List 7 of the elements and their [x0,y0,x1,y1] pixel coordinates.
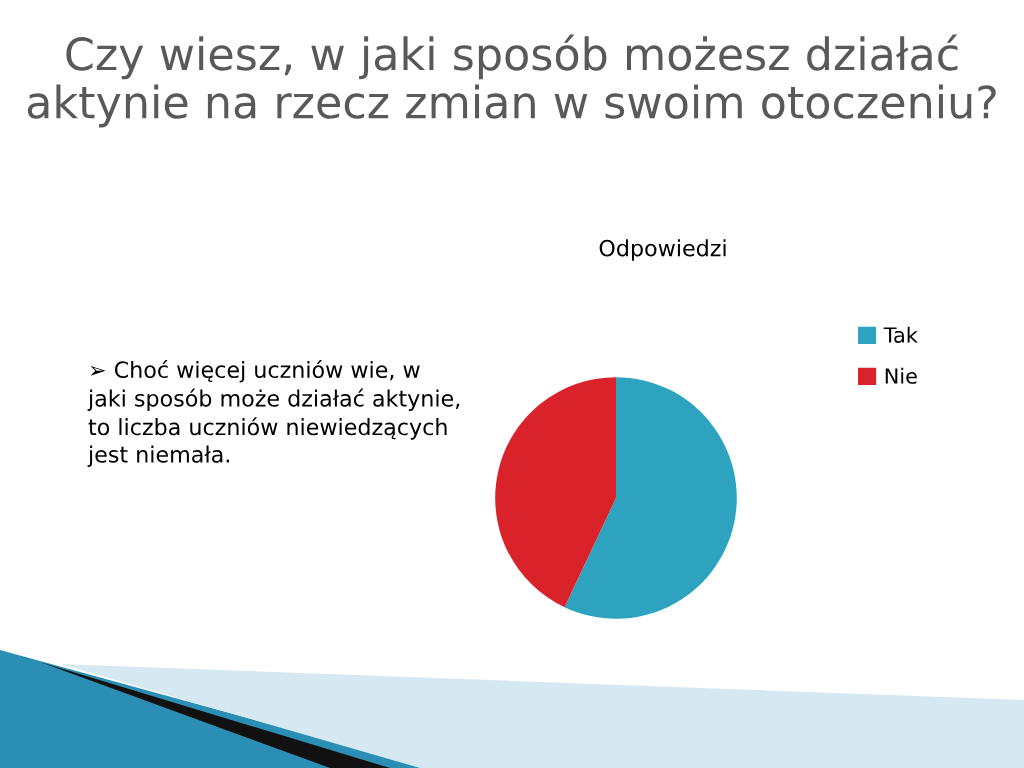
pie-slice [495,377,616,608]
text: ➢ Choć więcej uczniów wie, w jaki sposób może działać aktynie, to liczba uczniów niewiedzących jest niemała. [87,360,460,468]
legend-label: Tak [883,326,918,343]
pie-slice [564,377,737,619]
chart-subtitle: Odpowiedzi [599,239,726,261]
legend-label: Nie [885,367,917,384]
chart-title: Czy wiesz, w jaki sposób możesz działać aktynie na rzecz zmian w swoim otoczeniu? [27,34,996,128]
